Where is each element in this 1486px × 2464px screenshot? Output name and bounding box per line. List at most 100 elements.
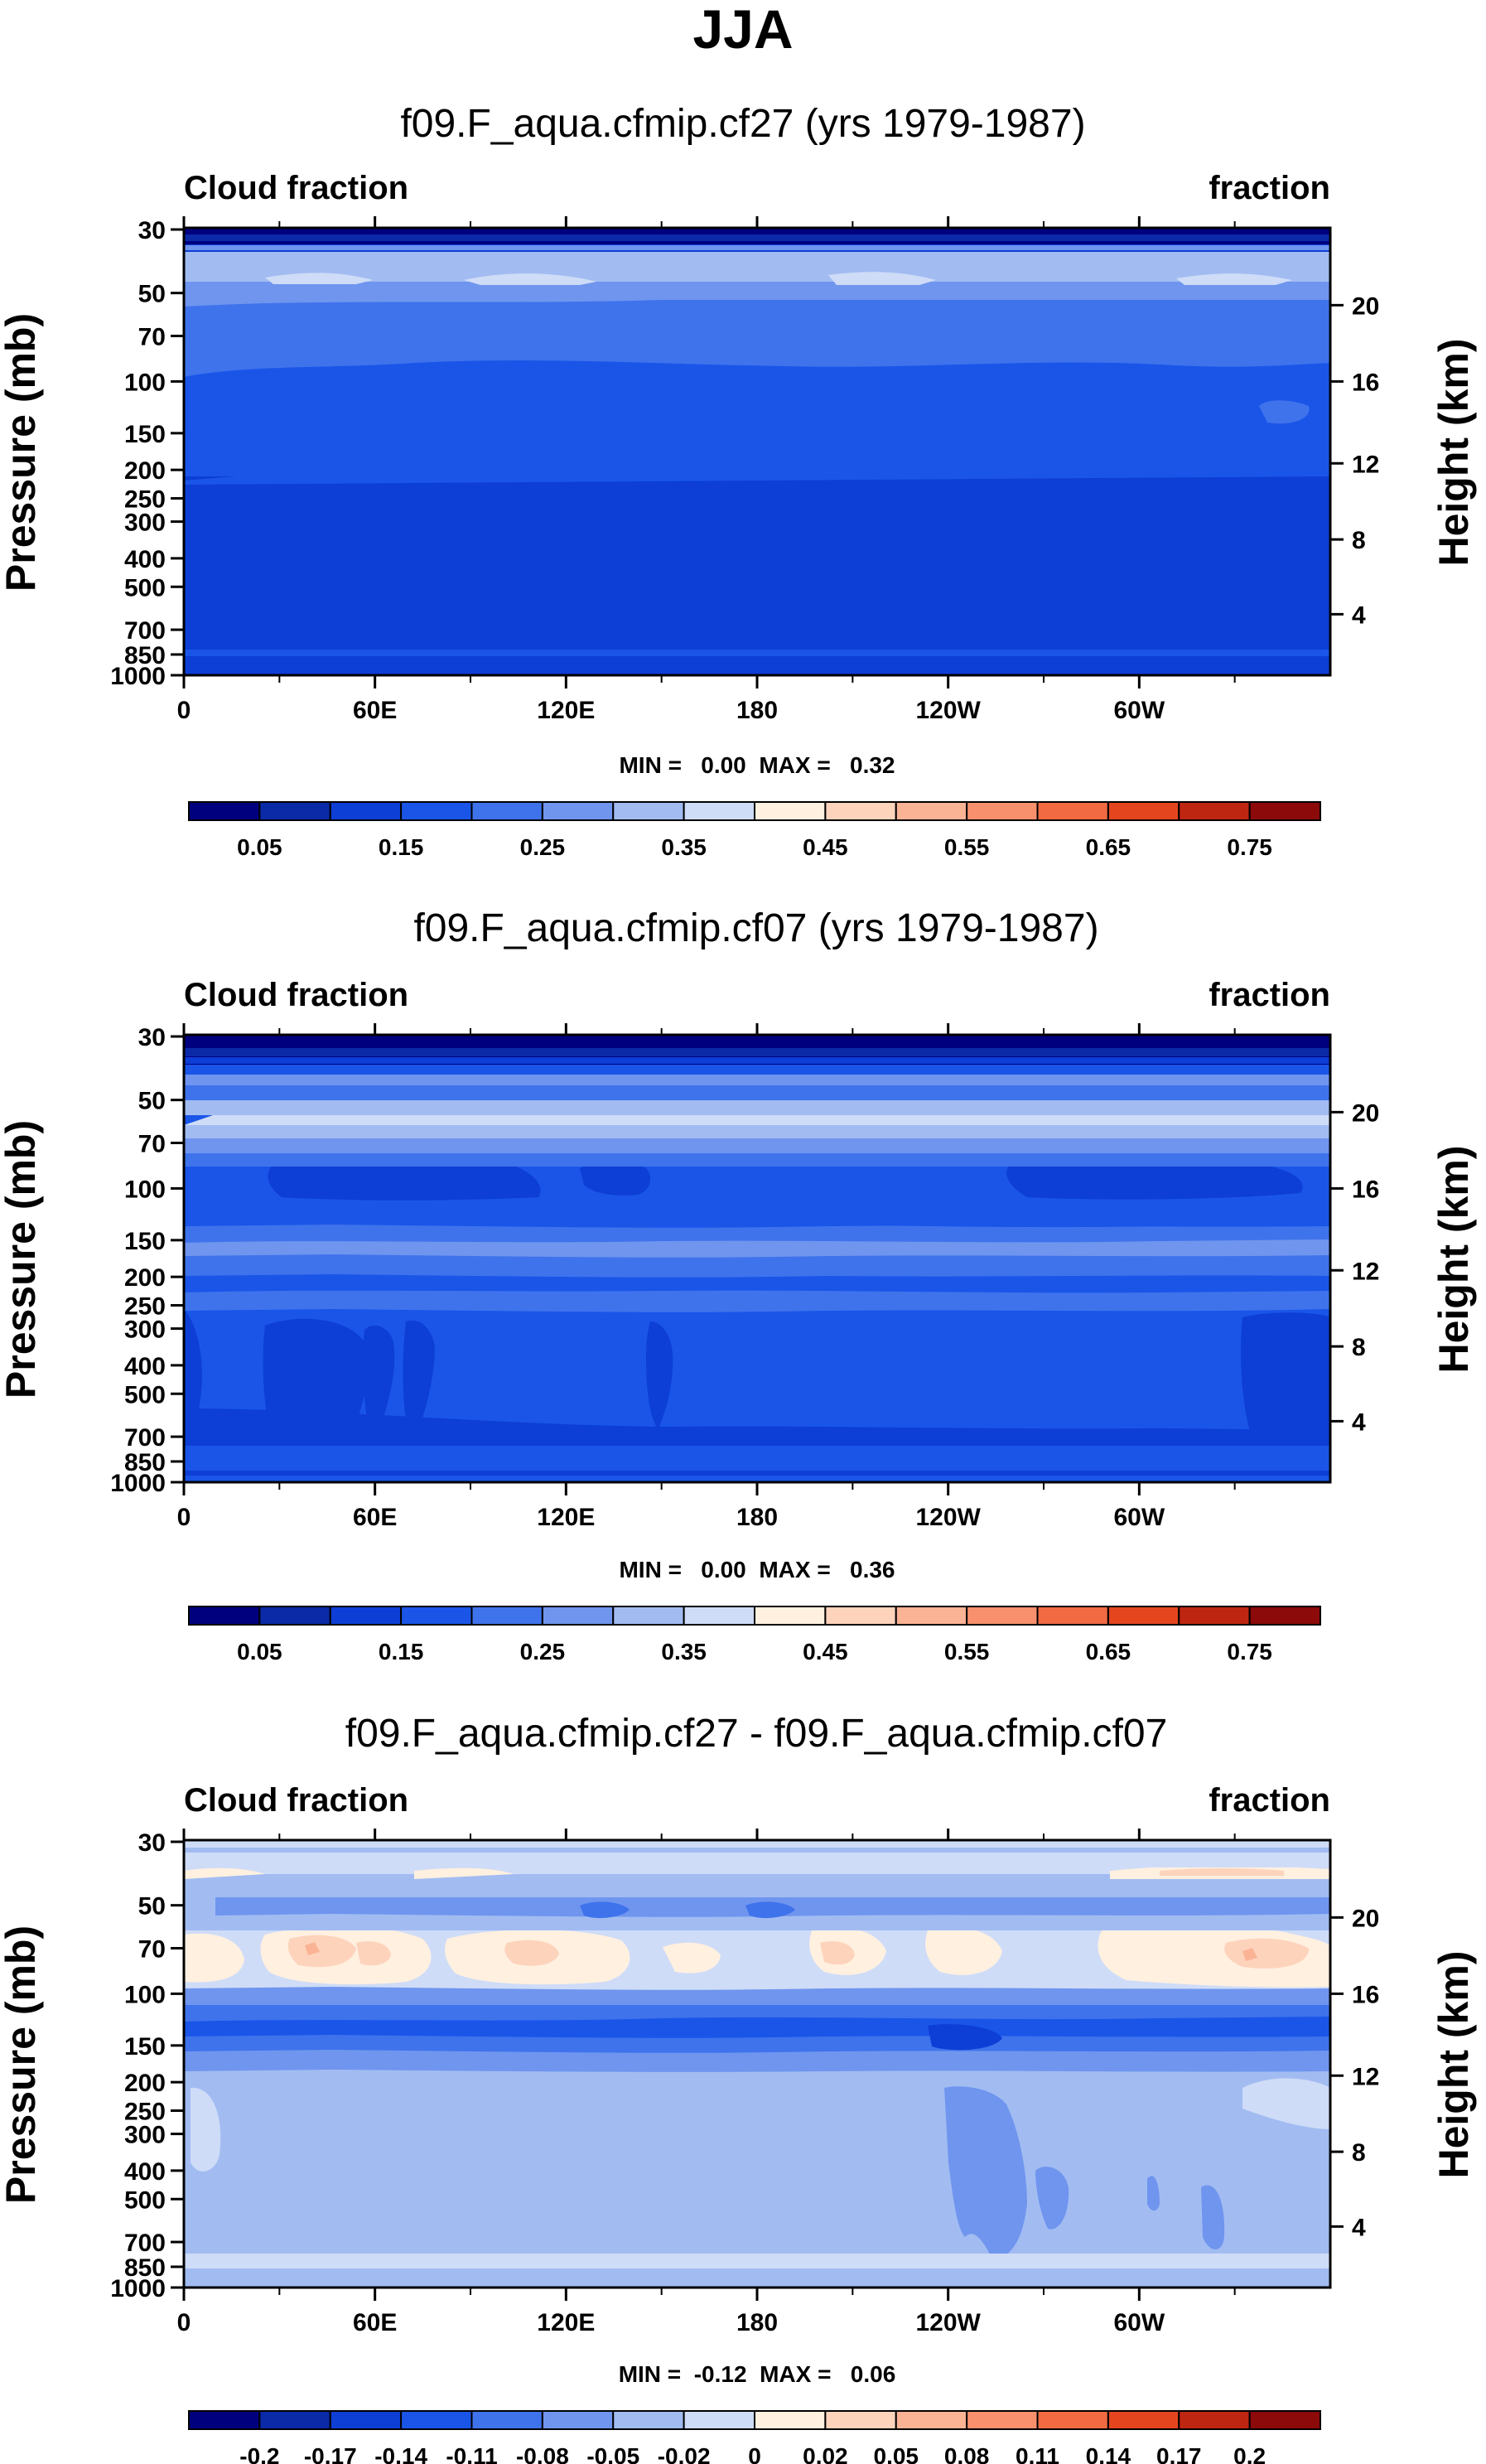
colorbar-box (329, 2410, 403, 2430)
colorbar-box (612, 2410, 685, 2430)
y-tick-label: 50 (138, 281, 166, 308)
colorbar-label: 0.02 (803, 2443, 848, 2464)
colorbar-label: -0.17 (304, 2443, 357, 2464)
y-tick-label: 150 (124, 421, 166, 448)
colorbar-box (329, 1606, 403, 1626)
contour-field (184, 228, 1330, 675)
y-tick-label: 30 (138, 217, 166, 244)
colorbar-box (258, 2410, 331, 2430)
x-tick-label: 60W (1113, 1504, 1165, 1531)
colorbar-box (966, 2410, 1039, 2430)
colorbar-box (683, 1606, 755, 1626)
colorbar-label: -0.08 (516, 2443, 569, 2464)
colorbar-label: 0.75 (1227, 834, 1272, 860)
colorbar-box (1178, 2410, 1251, 2430)
colorbar-box (188, 1606, 261, 1626)
colorbar-box (541, 1606, 615, 1626)
colorbar-box (824, 801, 897, 821)
colorbar-label: 0.15 (379, 1639, 424, 1664)
left-string: Cloud fraction (184, 977, 408, 1013)
height-tick-label: 4 (1352, 1408, 1366, 1436)
colorbar-label: 0.11 (1016, 2443, 1059, 2464)
colorbar-box (400, 801, 473, 821)
colorbar-box (1036, 2410, 1109, 2430)
x-tick-label: 120W (915, 697, 981, 724)
y-tick-label: 150 (124, 2033, 166, 2061)
contour-field (184, 1840, 1330, 2288)
x-tick-label: 60W (1113, 697, 1165, 724)
x-tick-label: 120W (915, 1504, 981, 1531)
right-string: fraction (1209, 170, 1330, 206)
colorbar-box (329, 801, 403, 821)
colorbar-box (895, 2410, 968, 2430)
colorbar-label: 0 (748, 2443, 761, 2464)
y-axis-label-right: Height (km) (1431, 339, 1477, 567)
colorbar-box (612, 1606, 685, 1626)
x-axis: 0 60E 120E 180 120W 60W (177, 1023, 1236, 1531)
colorbar-box (470, 1606, 543, 1626)
height-tick-label: 12 (1352, 2063, 1379, 2090)
x-tick-label: 0 (177, 697, 191, 724)
colorbar-label: 0.05 (237, 1639, 282, 1664)
colorbar-label: -0.11 (446, 2443, 497, 2464)
colorbar-label: 0.65 (1086, 834, 1131, 860)
height-tick-label: 20 (1352, 292, 1379, 320)
y-tick-label: 850 (124, 1449, 166, 1476)
height-axis: 20 16 12 8 4 (1330, 292, 1379, 629)
min-max-stats: MIN = 0.00 MAX = 0.36 (619, 1557, 895, 1582)
x-tick-label: 120E (537, 2309, 595, 2336)
y-tick-label: 100 (124, 1176, 166, 1203)
y-tick-label: 850 (124, 2254, 166, 2282)
colorbar-box (1036, 801, 1109, 821)
left-string: Cloud fraction (184, 1782, 408, 1819)
panel-2: f09.F_aqua.cfmip.cf07 (yrs 1979-1987) Cl… (0, 906, 1477, 1664)
colorbar-label: 0.15 (379, 834, 424, 860)
y-axis-label-right: Height (km) (1431, 1951, 1477, 2179)
colorbar: 0.05 0.15 0.25 0.35 0.45 0.55 0.65 0.75 (188, 1606, 1321, 1664)
height-tick-label: 4 (1352, 2214, 1366, 2241)
colorbar-label: 0.45 (803, 1639, 848, 1664)
x-tick-label: 0 (177, 1504, 191, 1531)
colorbar-box (754, 1606, 827, 1626)
min-max-stats: MIN = -0.12 MAX = 0.06 (619, 2361, 896, 2387)
colorbar-label: 0.25 (520, 1639, 566, 1664)
colorbar-box (1178, 801, 1251, 821)
y-tick-label: 70 (138, 1935, 166, 1963)
colorbar-label: -0.05 (586, 2443, 639, 2464)
colorbar-label: 0.45 (803, 834, 848, 860)
colorbar-box (470, 801, 543, 821)
height-tick-label: 16 (1352, 369, 1379, 396)
y-tick-label: 70 (138, 1130, 166, 1157)
colorbar-label: 0.35 (661, 1639, 707, 1664)
panel-title: f09.F_aqua.cfmip.cf27 - f09.F_aqua.cfmip… (345, 1712, 1168, 1756)
colorbar-label: 0.65 (1086, 1639, 1131, 1664)
x-tick-label: 60E (353, 1504, 397, 1531)
colorbar-box (1107, 801, 1180, 821)
colorbar-box (1107, 1606, 1180, 1626)
colorbar-box (966, 1606, 1039, 1626)
colorbar-box (683, 801, 755, 821)
x-tick-label: 120E (537, 697, 595, 724)
colorbar-box (754, 801, 827, 821)
y-tick-label: 30 (138, 1829, 166, 1857)
left-string: Cloud fraction (184, 170, 408, 206)
height-tick-label: 8 (1352, 1334, 1366, 1361)
y-tick-label: 300 (124, 1317, 166, 1344)
colorbar-label: 0.05 (237, 834, 282, 860)
colorbar-box (258, 1606, 331, 1626)
x-tick-label: 120W (915, 2309, 981, 2336)
height-axis: 20 16 12 8 4 (1330, 1099, 1379, 1436)
colorbar-box (824, 2410, 897, 2430)
y-tick-label: 500 (124, 1381, 166, 1408)
colorbar-label: 0.25 (520, 834, 566, 860)
colorbar-label: 0.75 (1227, 1639, 1272, 1664)
y-tick-label: 400 (124, 546, 166, 573)
colorbar-label: 0.17 (1156, 2443, 1202, 2464)
height-tick-label: 8 (1352, 527, 1366, 554)
y-tick-label: 250 (124, 486, 166, 514)
colorbar-label: 0.35 (661, 834, 707, 860)
colorbar-box (541, 801, 615, 821)
y-tick-label: 700 (124, 2230, 166, 2257)
